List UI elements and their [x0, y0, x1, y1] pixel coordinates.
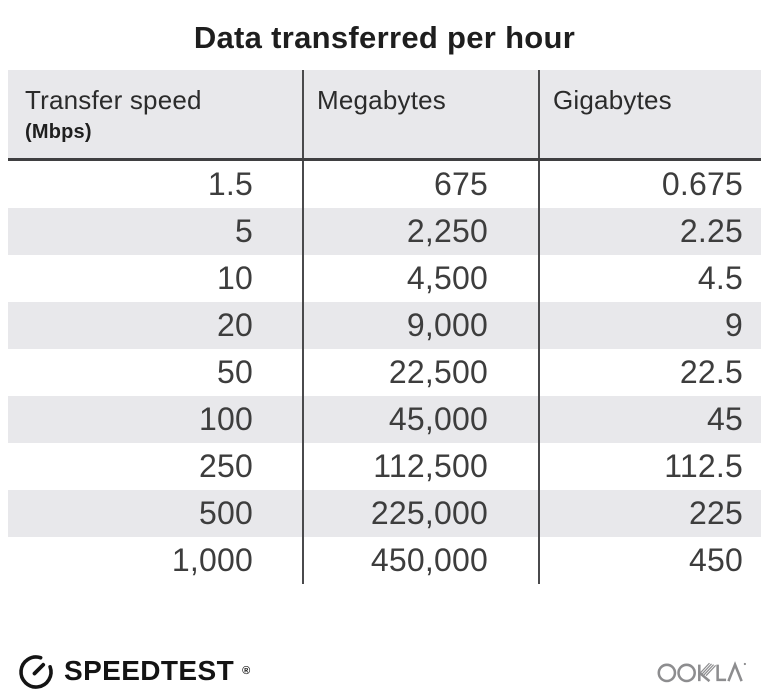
cell-speed: 10 — [217, 260, 253, 296]
column-header-unit: (Mbps) — [25, 121, 92, 143]
column-header-megabytes: Megabytes — [302, 70, 538, 158]
page-title: Data transferred per hour — [193, 20, 576, 55]
column-header-label: Transfer speed — [25, 85, 202, 115]
table-row: 1,000 450,000 450 — [8, 537, 761, 584]
registered-trademark-icon: ® — [242, 665, 251, 677]
cell-megabytes: 225,000 — [302, 490, 538, 537]
table-row: 250 112,500 112.5 — [8, 443, 761, 490]
cell-megabytes: 4,500 — [302, 255, 538, 302]
cell-megabytes: 112,500 — [302, 443, 538, 490]
table-body: 1.5 675 0.675 5 2,250 2.25 10 4,500 4.5 … — [8, 161, 761, 584]
table-row: 1.5 675 0.675 — [8, 161, 761, 208]
cell-speed: 1.5 — [207, 166, 253, 202]
cell-gigabytes: 45 — [538, 396, 761, 443]
cell-megabytes: 22,500 — [302, 349, 538, 396]
ookla-logo — [657, 655, 751, 687]
cell-gigabytes: 0.675 — [538, 161, 761, 208]
cell-speed: 500 — [199, 495, 253, 531]
data-table: Transfer speed (Mbps) Megabytes Gigabyte… — [8, 70, 761, 584]
table-row: 20 9,000 9 — [8, 302, 761, 349]
table-row: 100 45,000 45 — [8, 396, 761, 443]
cell-megabytes: 675 — [302, 161, 538, 208]
table-row: 10 4,500 4.5 — [8, 255, 761, 302]
cell-megabytes: 45,000 — [302, 396, 538, 443]
cell-gigabytes: 4.5 — [538, 255, 761, 302]
cell-megabytes: 9,000 — [302, 302, 538, 349]
speedtest-logo: SPEEDTEST ® — [16, 651, 250, 691]
cell-gigabytes: 225 — [538, 490, 761, 537]
cell-speed: 250 — [199, 448, 253, 484]
column-header-gigabytes: Gigabytes — [538, 70, 761, 158]
column-header-transfer-speed: Transfer speed (Mbps) — [8, 70, 302, 158]
speedtest-gauge-icon — [16, 651, 56, 691]
cell-speed: 5 — [235, 213, 253, 249]
cell-megabytes: 450,000 — [302, 537, 538, 584]
cell-megabytes: 2,250 — [302, 208, 538, 255]
cell-speed: 1,000 — [171, 542, 253, 578]
cell-gigabytes: 112.5 — [538, 443, 761, 490]
cell-gigabytes: 22.5 — [538, 349, 761, 396]
table-row: 5 2,250 2.25 — [8, 208, 761, 255]
column-header-label: Megabytes — [317, 85, 446, 115]
column-header-label: Gigabytes — [553, 85, 672, 115]
cell-speed: 20 — [217, 307, 253, 343]
cell-gigabytes: 2.25 — [538, 208, 761, 255]
table-header-row: Transfer speed (Mbps) Megabytes Gigabyte… — [8, 70, 761, 161]
cell-gigabytes: 9 — [538, 302, 761, 349]
table-row: 500 225,000 225 — [8, 490, 761, 537]
cell-gigabytes: 450 — [538, 537, 761, 584]
cell-speed: 100 — [199, 401, 253, 437]
speedtest-wordmark: SPEEDTEST — [64, 655, 235, 686]
cell-speed: 50 — [217, 354, 253, 390]
table-row: 50 22,500 22.5 — [8, 349, 761, 396]
footer: SPEEDTEST ® — [16, 648, 751, 694]
